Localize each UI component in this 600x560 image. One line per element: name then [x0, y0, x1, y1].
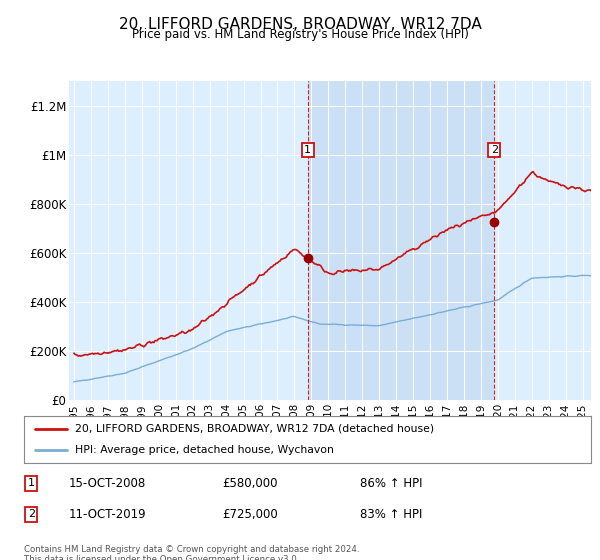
Text: 15-OCT-2008: 15-OCT-2008	[69, 477, 146, 490]
Text: 1: 1	[28, 478, 35, 488]
Text: 20, LIFFORD GARDENS, BROADWAY, WR12 7DA (detached house): 20, LIFFORD GARDENS, BROADWAY, WR12 7DA …	[75, 424, 434, 434]
Text: 11-OCT-2019: 11-OCT-2019	[69, 507, 146, 521]
Text: 20, LIFFORD GARDENS, BROADWAY, WR12 7DA: 20, LIFFORD GARDENS, BROADWAY, WR12 7DA	[119, 17, 481, 32]
Text: HPI: Average price, detached house, Wychavon: HPI: Average price, detached house, Wych…	[75, 445, 334, 455]
Text: 2: 2	[491, 145, 498, 155]
Text: 83% ↑ HPI: 83% ↑ HPI	[360, 507, 422, 521]
Bar	[308, 81, 494, 400]
Text: 2: 2	[28, 509, 35, 519]
Text: 1: 1	[304, 145, 311, 155]
Text: £580,000: £580,000	[222, 477, 277, 490]
Text: £725,000: £725,000	[222, 507, 278, 521]
Text: Price paid vs. HM Land Registry's House Price Index (HPI): Price paid vs. HM Land Registry's House …	[131, 28, 469, 41]
Text: 86% ↑ HPI: 86% ↑ HPI	[360, 477, 422, 490]
Text: Contains HM Land Registry data © Crown copyright and database right 2024.
This d: Contains HM Land Registry data © Crown c…	[24, 545, 359, 560]
